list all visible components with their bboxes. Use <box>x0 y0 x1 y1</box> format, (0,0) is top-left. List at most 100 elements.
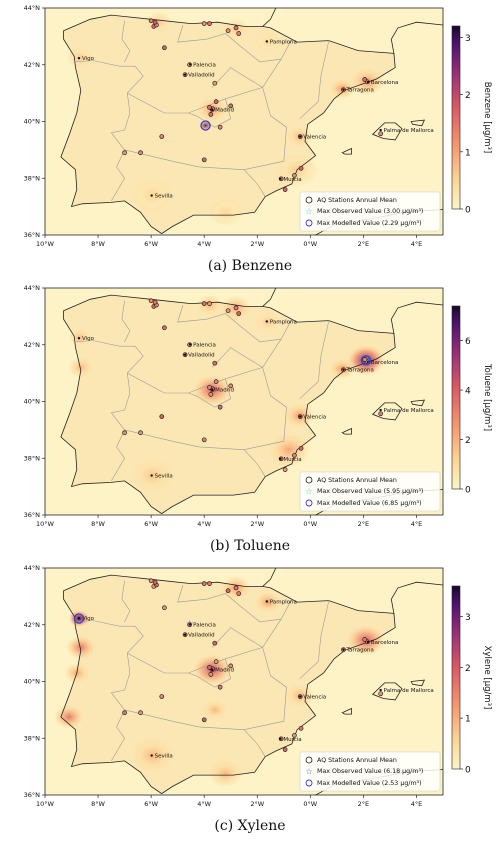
concentration-hotspot <box>208 199 242 226</box>
station-marker[interactable] <box>162 46 166 50</box>
station-marker[interactable] <box>214 380 218 384</box>
colorbar-tick-label: 0 <box>465 206 471 216</box>
station-marker[interactable] <box>214 660 218 664</box>
station-marker[interactable] <box>363 78 367 82</box>
station-marker[interactable] <box>237 312 241 316</box>
station-marker[interactable] <box>208 582 212 586</box>
city-dot <box>299 135 301 137</box>
map-figure: PamplonaVigoPalenciaValladolidBarcelonaT… <box>0 280 500 561</box>
station-marker[interactable] <box>234 586 238 590</box>
colorbar-tick-label: 6 <box>465 337 471 347</box>
city-dot <box>211 388 213 390</box>
station-marker[interactable] <box>208 665 212 669</box>
city-label: Madrid <box>215 668 234 674</box>
city-dot <box>299 695 301 697</box>
colorbar-label: Toluene [µg/m³] <box>482 363 492 431</box>
city-label: Sevilla <box>155 194 173 200</box>
station-marker[interactable] <box>153 20 157 24</box>
station-marker[interactable] <box>213 361 217 365</box>
city-label: Murcia <box>283 737 301 743</box>
legend-star-icon: ☆ <box>305 207 312 216</box>
station-marker[interactable] <box>379 412 383 416</box>
station-marker[interactable] <box>123 431 127 435</box>
station-marker[interactable] <box>149 579 153 583</box>
station-marker[interactable] <box>149 299 153 303</box>
station-marker[interactable] <box>202 438 206 442</box>
station-marker[interactable] <box>299 446 303 450</box>
city-dot <box>189 63 191 65</box>
x-tick-label: 4°W <box>197 240 211 248</box>
station-marker[interactable] <box>234 306 238 310</box>
y-tick-label: 38°N <box>24 454 41 462</box>
city-dot <box>189 343 191 345</box>
station-marker[interactable] <box>160 695 164 699</box>
station-marker[interactable] <box>283 748 287 752</box>
legend-observed-label: Max Observed Value (3.00 µg/m³) <box>317 208 423 215</box>
y-tick-label: 40°N <box>24 678 41 686</box>
city-dot <box>342 649 344 651</box>
city-dot <box>279 738 281 740</box>
y-tick-label: 44°N <box>24 4 41 12</box>
station-marker[interactable] <box>202 22 206 26</box>
station-marker[interactable] <box>234 26 238 30</box>
station-marker[interactable] <box>153 580 157 584</box>
station-marker[interactable] <box>213 641 217 645</box>
station-marker[interactable] <box>208 105 212 109</box>
panel-caption: (b) Toluene <box>210 538 290 554</box>
station-marker[interactable] <box>162 606 166 610</box>
station-marker[interactable] <box>283 468 287 472</box>
station-marker[interactable] <box>218 405 222 409</box>
station-marker[interactable] <box>153 300 157 304</box>
panel-toluene: Pamplona Vigo Palencia Valladolid Barcelona T… <box>0 280 500 561</box>
city-dot <box>78 57 80 59</box>
station-marker[interactable] <box>283 188 287 192</box>
station-marker[interactable] <box>226 309 230 313</box>
station-marker[interactable] <box>379 132 383 136</box>
station-marker[interactable] <box>202 158 206 162</box>
station-marker[interactable] <box>202 718 206 722</box>
station-marker[interactable] <box>237 592 241 596</box>
station-marker[interactable] <box>139 151 143 155</box>
station-marker[interactable] <box>209 392 213 396</box>
station-marker[interactable] <box>149 19 153 23</box>
city-label: Madrid <box>215 388 234 394</box>
station-marker[interactable] <box>218 685 222 689</box>
station-marker[interactable] <box>160 135 164 139</box>
station-marker[interactable] <box>363 638 367 642</box>
station-marker[interactable] <box>208 385 212 389</box>
station-marker[interactable] <box>162 326 166 330</box>
station-marker[interactable] <box>226 589 230 593</box>
station-marker[interactable] <box>218 125 222 129</box>
station-marker[interactable] <box>202 582 206 586</box>
station-marker[interactable] <box>160 415 164 419</box>
station-marker[interactable] <box>299 726 303 730</box>
panel-benzene: Pamplona Vigo Palencia Valladolid Barcelona T… <box>0 0 500 281</box>
city-label: Barcelona <box>371 360 398 366</box>
station-marker[interactable] <box>209 672 213 676</box>
colorbar <box>452 306 460 489</box>
x-tick-label: 4°E <box>411 240 423 248</box>
colorbar <box>452 586 460 769</box>
x-tick-label: 2°E <box>358 240 370 248</box>
station-marker[interactable] <box>139 711 143 715</box>
station-marker[interactable] <box>202 302 206 306</box>
station-marker[interactable] <box>379 692 383 696</box>
legend-star-icon: ☆ <box>305 487 312 496</box>
city-dot <box>279 178 281 180</box>
y-tick-label: 36°N <box>24 791 41 799</box>
station-marker[interactable] <box>208 22 212 26</box>
station-marker[interactable] <box>208 302 212 306</box>
station-marker[interactable] <box>209 112 213 116</box>
station-marker[interactable] <box>139 431 143 435</box>
station-marker[interactable] <box>299 166 303 170</box>
max-observed-star[interactable]: ☆ <box>186 619 194 629</box>
colorbar-tick-label: 2 <box>465 91 471 101</box>
station-marker[interactable] <box>214 100 218 104</box>
station-marker[interactable] <box>237 32 241 36</box>
city-dot <box>78 337 80 339</box>
station-marker[interactable] <box>226 29 230 33</box>
station-marker[interactable] <box>123 711 127 715</box>
x-tick-label: 0°W <box>303 800 317 808</box>
station-marker[interactable] <box>123 151 127 155</box>
station-marker[interactable] <box>213 81 217 85</box>
